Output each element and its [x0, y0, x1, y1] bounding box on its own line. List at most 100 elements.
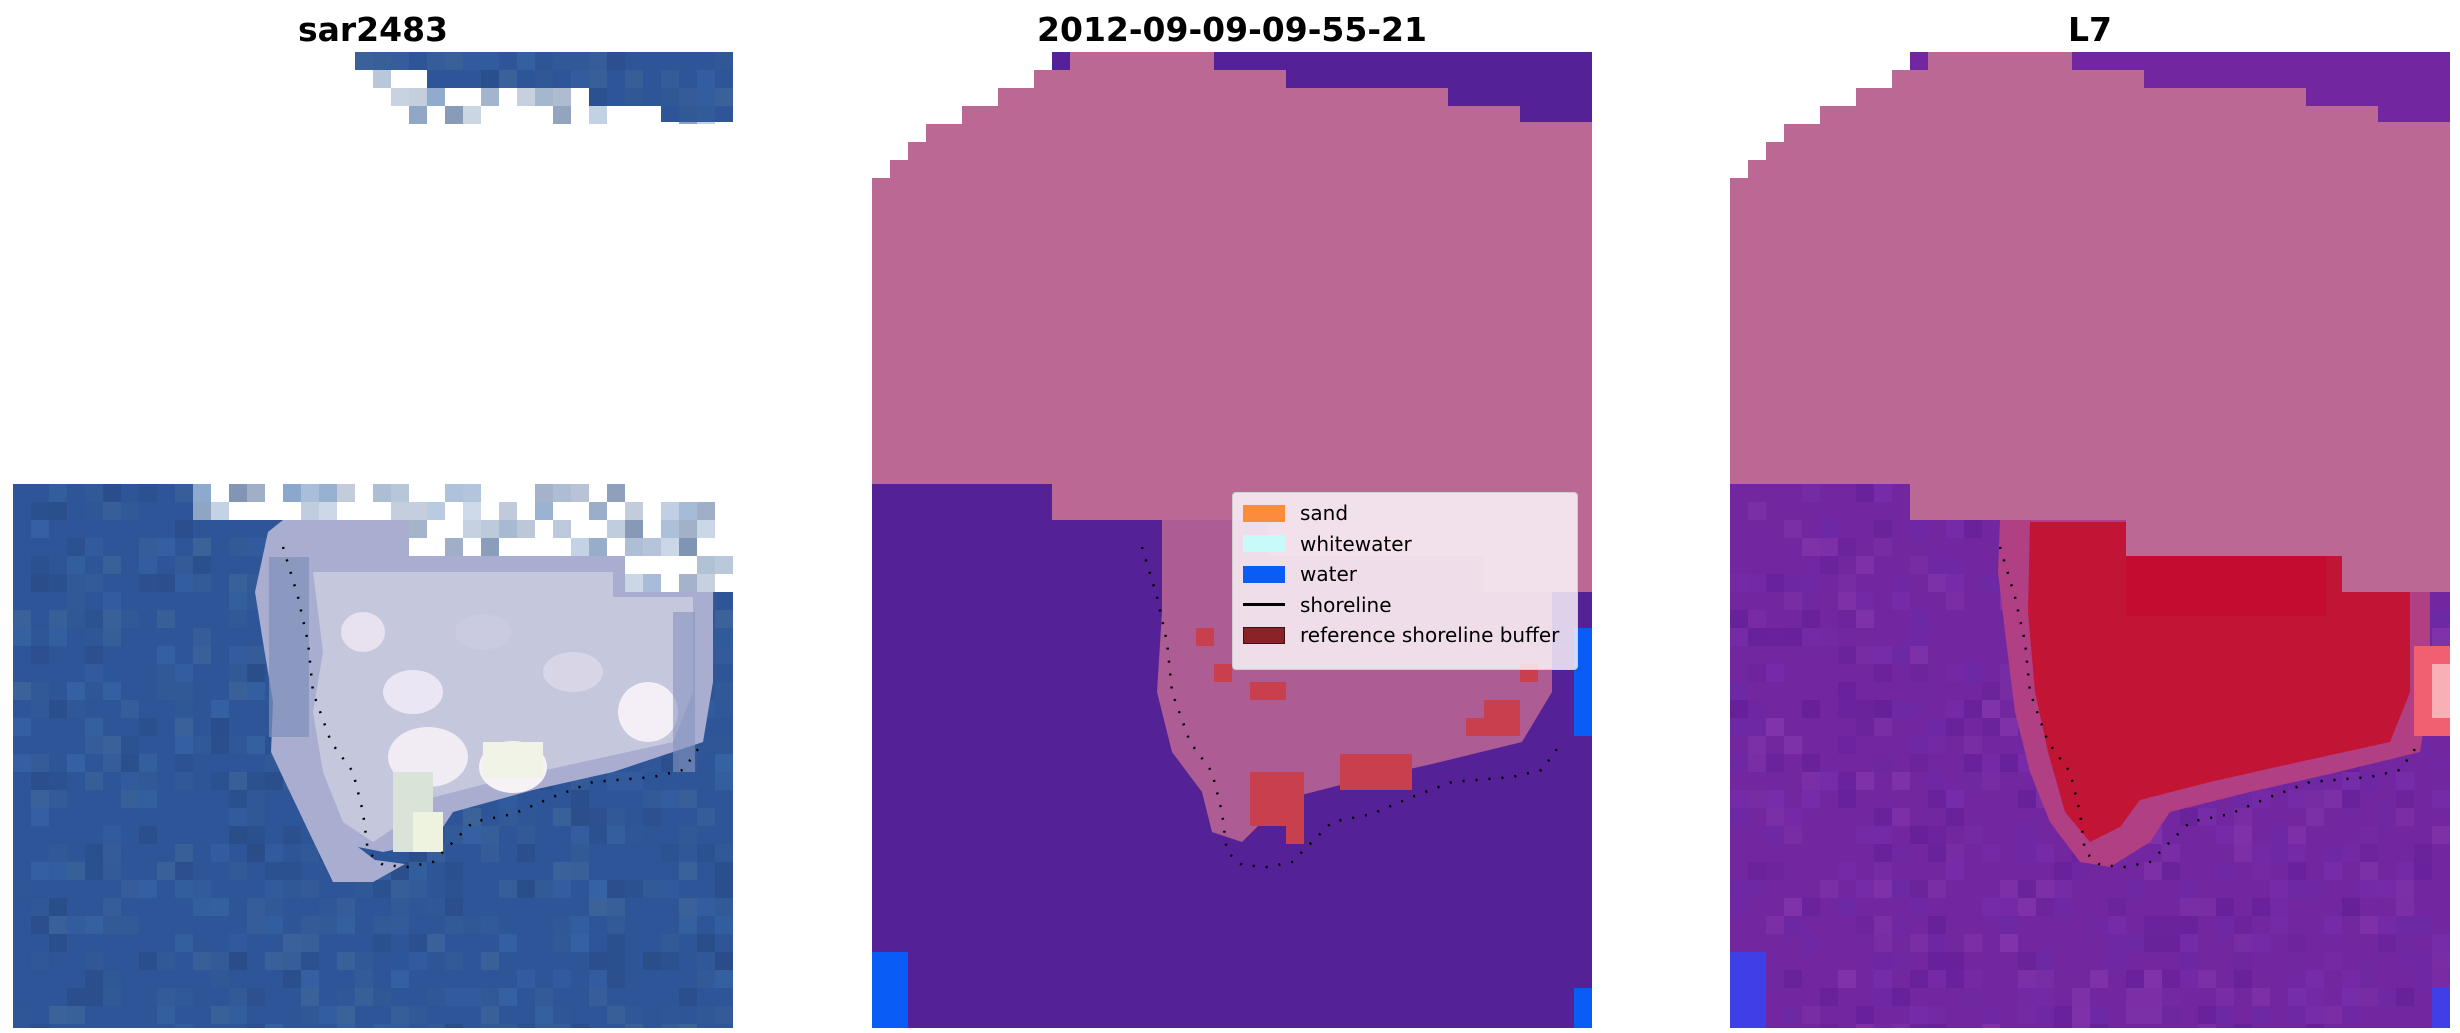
speckle-pixel — [1982, 844, 2000, 862]
speckle-pixel — [1910, 520, 1928, 538]
speckle-pixel — [67, 610, 85, 628]
speckle-pixel — [427, 988, 445, 1006]
speckle-pixel — [229, 952, 247, 970]
speckle-pixel — [1964, 772, 1982, 790]
speckle-pixel — [1946, 574, 1964, 592]
speckle-pixel — [553, 1006, 571, 1024]
speckle-pixel — [103, 556, 121, 574]
legend-label: water — [1300, 562, 1357, 587]
speckle-pixel — [1730, 718, 1748, 736]
speckle-pixel — [31, 916, 49, 934]
speckle-pixel — [2126, 988, 2144, 1006]
speckle-pixel — [1892, 592, 1910, 610]
speckle-pixel — [463, 52, 481, 70]
speckle-pixel — [2198, 1006, 2216, 1024]
speckle-pixel — [2162, 988, 2180, 1006]
speckle-pixel — [2324, 916, 2342, 934]
speckle-pixel — [1874, 826, 1892, 844]
speckle-pixel — [2432, 628, 2450, 646]
speckle-pixel — [193, 538, 211, 556]
speckle-pixel — [679, 574, 697, 592]
speckle-pixel — [445, 484, 463, 502]
speckle-pixel — [2432, 934, 2450, 952]
speckle-pixel — [715, 844, 733, 862]
speckle-pixel — [2018, 844, 2036, 862]
speckle-pixel — [2144, 862, 2162, 880]
speckle-pixel — [1766, 862, 1784, 880]
speckle-pixel — [157, 1006, 175, 1024]
speckle-pixel — [1838, 592, 1856, 610]
speckle-pixel — [1964, 754, 1982, 772]
speckle-pixel — [2342, 790, 2360, 808]
speckle-pixel — [553, 880, 571, 898]
speckle-pixel — [229, 682, 247, 700]
speckle-pixel — [715, 970, 733, 988]
speckle-pixel — [1784, 592, 1802, 610]
speckle-pixel — [625, 538, 643, 556]
speckle-pixel — [1784, 574, 1802, 592]
speckle-pixel — [2144, 916, 2162, 934]
speckle-pixel — [1730, 898, 1748, 916]
speckle-pixel — [121, 916, 139, 934]
speckle-pixel — [2018, 952, 2036, 970]
speckle-pixel — [1766, 574, 1784, 592]
speckle-pixel — [2306, 880, 2324, 898]
speckle-pixel — [2324, 790, 2342, 808]
speckle-pixel — [319, 484, 337, 502]
speckle-pixel — [1982, 772, 2000, 790]
speckle-pixel — [715, 682, 733, 700]
speckle-pixel — [661, 70, 679, 88]
speckle-pixel — [1838, 682, 1856, 700]
speckle-pixel — [2396, 988, 2414, 1006]
speckle-pixel — [13, 754, 31, 772]
speckle-pixel — [553, 106, 571, 124]
legend-item-sand: sand — [1243, 498, 1567, 529]
speckle-pixel — [2144, 988, 2162, 1006]
speckle-pixel — [1874, 988, 1892, 1006]
speckle-pixel — [31, 862, 49, 880]
speckle-pixel — [13, 628, 31, 646]
speckle-pixel — [139, 556, 157, 574]
speckle-pixel — [49, 934, 67, 952]
speckle-pixel — [31, 772, 49, 790]
speckle-pixel — [571, 484, 589, 502]
speckle-pixel — [2288, 970, 2306, 988]
speckle-pixel — [571, 52, 589, 70]
panel-index-image: L7 — [1730, 0, 2450, 1033]
speckle-pixel — [121, 790, 139, 808]
speckle-pixel — [1910, 610, 1928, 628]
speckle-pixel — [2180, 880, 2198, 898]
speckle-pixel — [697, 808, 715, 826]
speckle-pixel — [49, 484, 67, 502]
speckle-pixel — [2288, 826, 2306, 844]
speckle-pixel — [661, 1006, 679, 1024]
speckle-pixel — [481, 988, 499, 1006]
speckle-pixel — [679, 88, 697, 106]
speckle-pixel — [175, 700, 193, 718]
speckle-pixel — [2270, 880, 2288, 898]
speckle-pixel — [301, 880, 319, 898]
speckle-pixel — [247, 538, 265, 556]
speckle-pixel — [2072, 1024, 2090, 1028]
speckle-pixel — [481, 916, 499, 934]
speckle-pixel — [1802, 574, 1820, 592]
speckle-pixel — [1748, 700, 1766, 718]
speckle-pixel — [679, 898, 697, 916]
speckle-pixel — [49, 862, 67, 880]
speckle-pixel — [679, 826, 697, 844]
speckle-pixel — [409, 502, 427, 520]
speckle-pixel — [715, 1006, 733, 1024]
panel-title-index: L7 — [2068, 10, 2112, 49]
speckle-pixel — [157, 862, 175, 880]
speckle-pixel — [553, 862, 571, 880]
speckle-pixel — [625, 1006, 643, 1024]
speckle-pixel — [175, 772, 193, 790]
speckle-pixel — [121, 502, 139, 520]
speckle-pixel — [589, 106, 607, 124]
speckle-pixel — [157, 610, 175, 628]
speckle-pixel — [1856, 1006, 1874, 1024]
speckle-pixel — [13, 1006, 31, 1024]
speckle-pixel — [337, 1024, 355, 1028]
speckle-pixel — [2396, 772, 2414, 790]
speckle-pixel — [2396, 916, 2414, 934]
